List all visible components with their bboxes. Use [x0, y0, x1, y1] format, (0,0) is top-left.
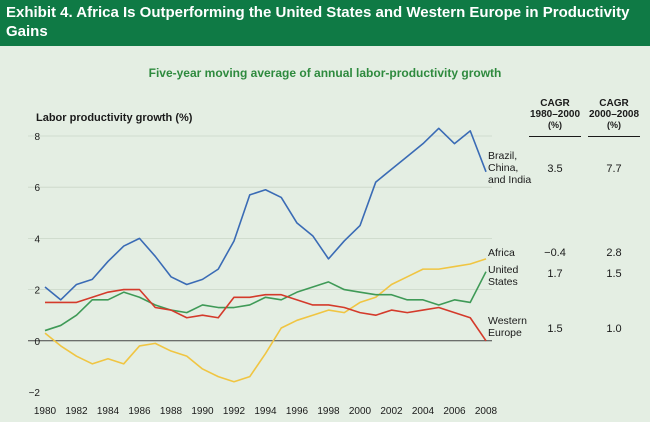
- series-line-2: [44, 271, 487, 332]
- series-line-0: [44, 127, 487, 301]
- series-label: Africa: [488, 247, 515, 259]
- cagr-header-unit: (%): [548, 120, 562, 130]
- cagr-value: 1.5: [547, 323, 563, 335]
- x-tick-label: 1990: [191, 406, 214, 417]
- x-tick-label: 1988: [160, 406, 183, 417]
- y-axis-label: Labor productivity growth (%): [36, 112, 193, 124]
- y-tick-label: 4: [34, 234, 40, 245]
- series-label: Western Europe: [488, 315, 527, 339]
- cagr-header-period: 1980–2000: [529, 109, 581, 120]
- x-tick-label: 1994: [254, 406, 277, 417]
- series-label: Brazil, China, and India: [488, 150, 532, 186]
- cagr-header-period: 2000–2008: [588, 109, 640, 120]
- cagr-header-label: CAGR: [599, 98, 629, 109]
- y-tick-label: 8: [34, 132, 40, 143]
- y-tick-label: −2: [29, 388, 41, 399]
- x-tick-label: 1998: [317, 406, 340, 417]
- y-tick-label: 0: [34, 337, 40, 348]
- y-tick-label: 2: [34, 286, 40, 297]
- cagr-value: 1.0: [606, 323, 622, 335]
- cagr-value: −0.4: [544, 247, 566, 259]
- cagr-header-label: CAGR: [540, 98, 570, 109]
- cagr-value: 1.5: [606, 268, 622, 280]
- cagr-value: 2.8: [606, 247, 622, 259]
- cagr-value: 1.7: [547, 268, 563, 280]
- series-label: United States: [488, 264, 519, 288]
- x-tick-label: 2006: [443, 406, 466, 417]
- cagr-divider: [588, 136, 640, 137]
- x-tick-label: 1996: [286, 406, 309, 417]
- chart-subtitle: Five-year moving average of annual labor…: [148, 66, 502, 80]
- cagr-value: 3.5: [547, 163, 563, 175]
- x-tick-label: 1992: [223, 406, 246, 417]
- series-line-3: [45, 288, 487, 342]
- x-tick-label: 2000: [349, 406, 372, 417]
- exhibit-title: Exhibit 4. Africa Is Outperforming the U…: [6, 4, 630, 40]
- exhibit-header: Exhibit 4. Africa Is Outperforming the U…: [0, 0, 650, 46]
- x-tick-label: 1980: [34, 406, 57, 417]
- cagr-header-unit: (%): [607, 120, 621, 130]
- cagr-header-2000-2008: CAGR 2000–2008 (%): [584, 98, 644, 131]
- series-line-1: [44, 258, 487, 383]
- x-tick-label: 1984: [97, 406, 120, 417]
- x-tick-label: 1986: [128, 406, 151, 417]
- cagr-header-1980-2000: CAGR 1980–2000 (%): [525, 98, 585, 131]
- x-tick-label: 2004: [412, 406, 435, 417]
- cagr-divider: [529, 136, 581, 137]
- cagr-value: 7.7: [606, 163, 622, 175]
- x-tick-label: 1982: [65, 406, 88, 417]
- y-tick-label: 6: [34, 183, 40, 194]
- x-tick-label: 2002: [380, 406, 403, 417]
- x-tick-label: 2008: [475, 406, 498, 417]
